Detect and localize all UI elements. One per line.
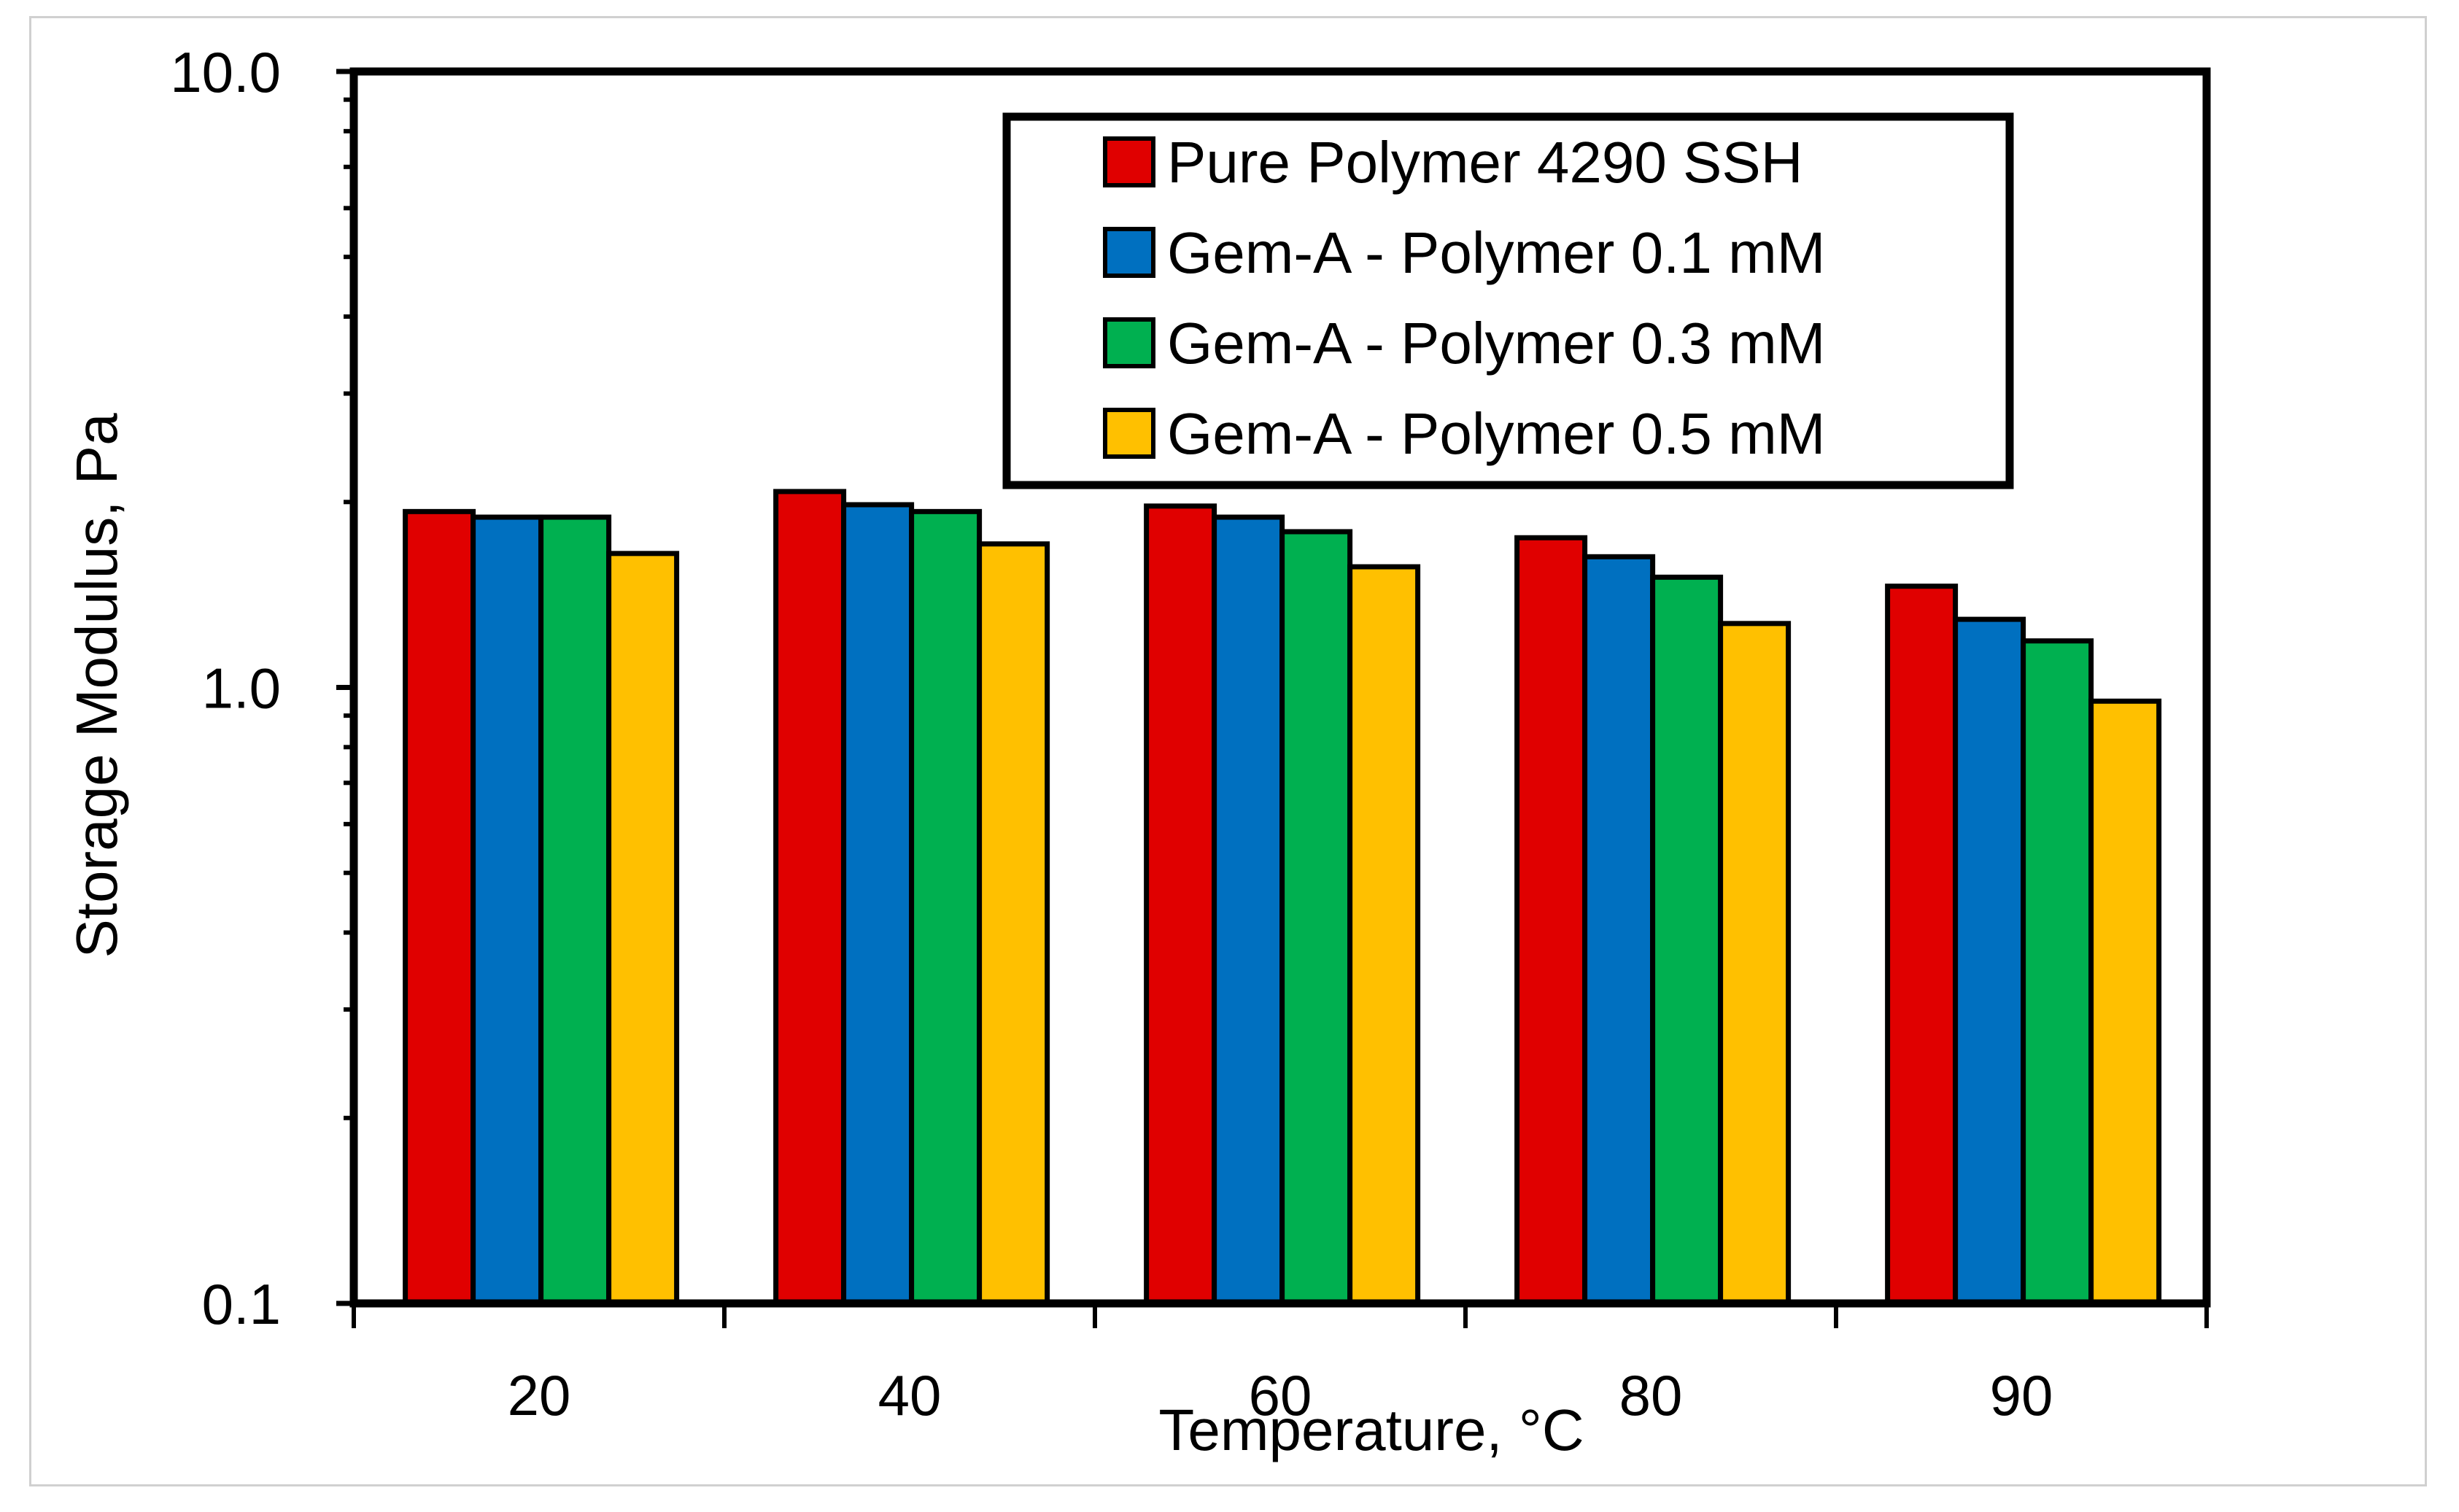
bar-90-series-1 — [1885, 584, 1959, 1306]
bar-80-series-3 — [1650, 574, 1724, 1306]
x-tick-label: 90 — [1990, 1363, 2053, 1427]
bar-20-series-2 — [470, 514, 544, 1306]
y-tick-label: 10.0 — [170, 40, 281, 104]
y-tick-label: 1.0 — [202, 656, 281, 721]
bar-90-series-3 — [2021, 638, 2094, 1306]
legend-swatch-4 — [1103, 408, 1155, 459]
bar-20-series-3 — [538, 514, 612, 1306]
legend: Pure Polymer 4290 SSH Gem-A - Polymer 0.1… — [1002, 112, 2014, 489]
bar-60-series-2 — [1212, 514, 1285, 1306]
bar-40-series-2 — [841, 502, 915, 1306]
x-tick-label: 80 — [1619, 1363, 1683, 1427]
x-axis-ticks: 20 40 60 80 90 — [352, 1303, 2209, 1427]
x-tick-label: 20 — [508, 1363, 571, 1427]
bar-20-series-1 — [403, 508, 476, 1306]
bar-60-series-3 — [1279, 529, 1353, 1306]
bar-40-series-1 — [773, 489, 847, 1306]
bar-90-series-2 — [1953, 616, 2026, 1306]
bar-60-series-4 — [1347, 564, 1421, 1306]
bar-80-series-4 — [1718, 621, 1792, 1306]
x-tick-label: 40 — [878, 1363, 942, 1427]
bar-80-series-2 — [1582, 554, 1656, 1306]
bar-80-series-1 — [1514, 535, 1588, 1306]
legend-label-4: Gem-A - Polymer 0.5 mM — [1167, 401, 1825, 466]
x-tick-label: 60 — [1249, 1363, 1312, 1427]
legend-swatch-2 — [1103, 227, 1155, 278]
legend-label-2: Gem-A - Polymer 0.1 mM — [1167, 220, 1825, 285]
bars-layer — [403, 489, 2162, 1306]
y-axis-title: Storage Modulus, Pa — [64, 413, 129, 958]
bar-40-series-3 — [909, 508, 983, 1306]
legend-label-3: Gem-A - Polymer 0.3 mM — [1167, 311, 1825, 376]
legend-label-1: Pure Polymer 4290 SSH — [1167, 130, 1803, 195]
legend-box — [1002, 112, 2014, 489]
bar-60-series-1 — [1144, 503, 1217, 1306]
y-tick-label: 0.1 — [202, 1272, 281, 1336]
x-axis-title: Temperature, °C — [1158, 1397, 1584, 1462]
bar-20-series-4 — [606, 551, 680, 1306]
bar-90-series-4 — [2088, 698, 2162, 1306]
legend-swatch-3 — [1103, 317, 1155, 368]
bar-40-series-4 — [977, 541, 1050, 1306]
y-axis-ticks: 0.1 1.0 10.0 — [170, 40, 354, 1336]
legend-swatch-1 — [1103, 136, 1155, 187]
